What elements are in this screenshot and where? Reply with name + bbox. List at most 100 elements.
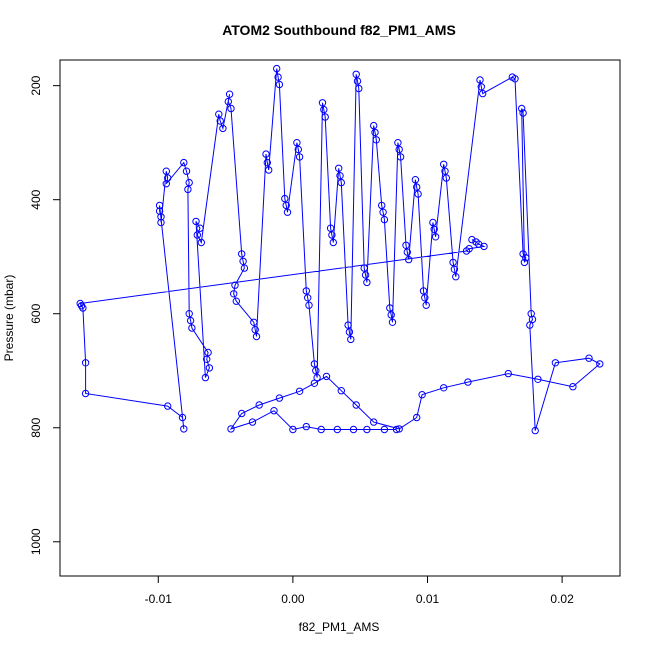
data-point (462, 247, 471, 255)
data-point (519, 109, 527, 117)
data-point (182, 167, 191, 175)
data-point (395, 425, 403, 433)
data-point (312, 367, 320, 375)
data-point (329, 238, 337, 247)
data-point (526, 321, 534, 329)
data-point (310, 360, 319, 368)
data-point (185, 178, 193, 187)
data-point (180, 158, 188, 167)
data-layer (76, 64, 604, 435)
data-point (380, 425, 389, 434)
data-point (414, 190, 422, 198)
data-point (162, 180, 171, 188)
data-point (192, 217, 200, 226)
data-point (450, 265, 459, 273)
data-point (193, 231, 202, 239)
data-point (180, 425, 188, 433)
chart-title: ATOM2 Southbound f82_PM1_AMS (222, 22, 456, 38)
data-point (345, 328, 354, 336)
data-point (305, 301, 313, 309)
data-point (322, 372, 331, 381)
data-point (413, 413, 421, 422)
data-point (468, 235, 476, 244)
y-tick-label: 600 (29, 303, 43, 323)
data-point (419, 287, 428, 295)
data-point (370, 121, 378, 130)
data-point (522, 254, 530, 262)
data-point (596, 360, 604, 368)
data-point (81, 359, 90, 367)
data-point (440, 160, 448, 169)
data-point (321, 113, 329, 121)
data-point (353, 77, 362, 85)
data-point (396, 153, 405, 161)
data-point (155, 201, 164, 210)
x-tick-label: 0.01 (416, 592, 440, 606)
data-point (442, 174, 450, 182)
data-point (203, 355, 211, 363)
data-point (429, 218, 437, 227)
data-point (304, 294, 312, 302)
x-tick-label: -0.01 (145, 592, 173, 606)
data-point (186, 316, 195, 325)
plot-frame (59, 59, 621, 577)
data-point (262, 150, 270, 158)
data-point (157, 213, 165, 221)
data-point (392, 425, 401, 434)
data-point (551, 359, 560, 367)
data-point (336, 172, 344, 180)
data-point (569, 383, 577, 391)
data-point (386, 304, 394, 312)
data-point (511, 75, 519, 83)
data-point (205, 364, 214, 372)
data-point (81, 389, 90, 398)
data-point (227, 104, 235, 113)
data-point (281, 194, 289, 203)
data-point (274, 73, 282, 81)
data-point (476, 76, 484, 84)
data-point (403, 248, 411, 256)
data-point (250, 318, 258, 326)
data-point (352, 401, 360, 409)
data-point (361, 271, 370, 279)
data-point (184, 185, 192, 194)
data-point (518, 104, 526, 113)
data-point (418, 391, 426, 399)
data-point (310, 379, 319, 387)
data-point (282, 201, 290, 210)
data-point (225, 90, 234, 98)
data-point (405, 255, 413, 264)
data-point (238, 409, 246, 418)
data-point (188, 324, 196, 332)
data-point (219, 124, 227, 133)
data-point (317, 425, 325, 434)
data-point (431, 233, 440, 241)
data-point (227, 425, 235, 433)
data-point (248, 418, 257, 426)
data-point (231, 281, 239, 289)
data-point (411, 176, 420, 184)
x-axis-label: f82_PM1_AMS (299, 620, 380, 634)
data-point (275, 80, 284, 89)
data-point (320, 105, 328, 114)
data-point (162, 167, 171, 175)
data-point (504, 369, 512, 378)
data-point (185, 310, 193, 318)
data-point (413, 183, 421, 191)
data-point (378, 201, 386, 210)
data-point (302, 287, 310, 295)
data-point (79, 304, 87, 312)
y-tick-label: 800 (29, 417, 43, 437)
data-point (328, 231, 336, 239)
data-point (283, 208, 292, 216)
data-point (422, 301, 430, 309)
data-point (430, 225, 438, 234)
y-tick-label: 400 (29, 189, 43, 209)
data-point (295, 153, 304, 161)
data-point (275, 394, 284, 402)
data-point (349, 425, 358, 434)
y-tick-label: 1000 (29, 528, 43, 555)
data-point (273, 64, 281, 73)
data-point (293, 139, 301, 147)
